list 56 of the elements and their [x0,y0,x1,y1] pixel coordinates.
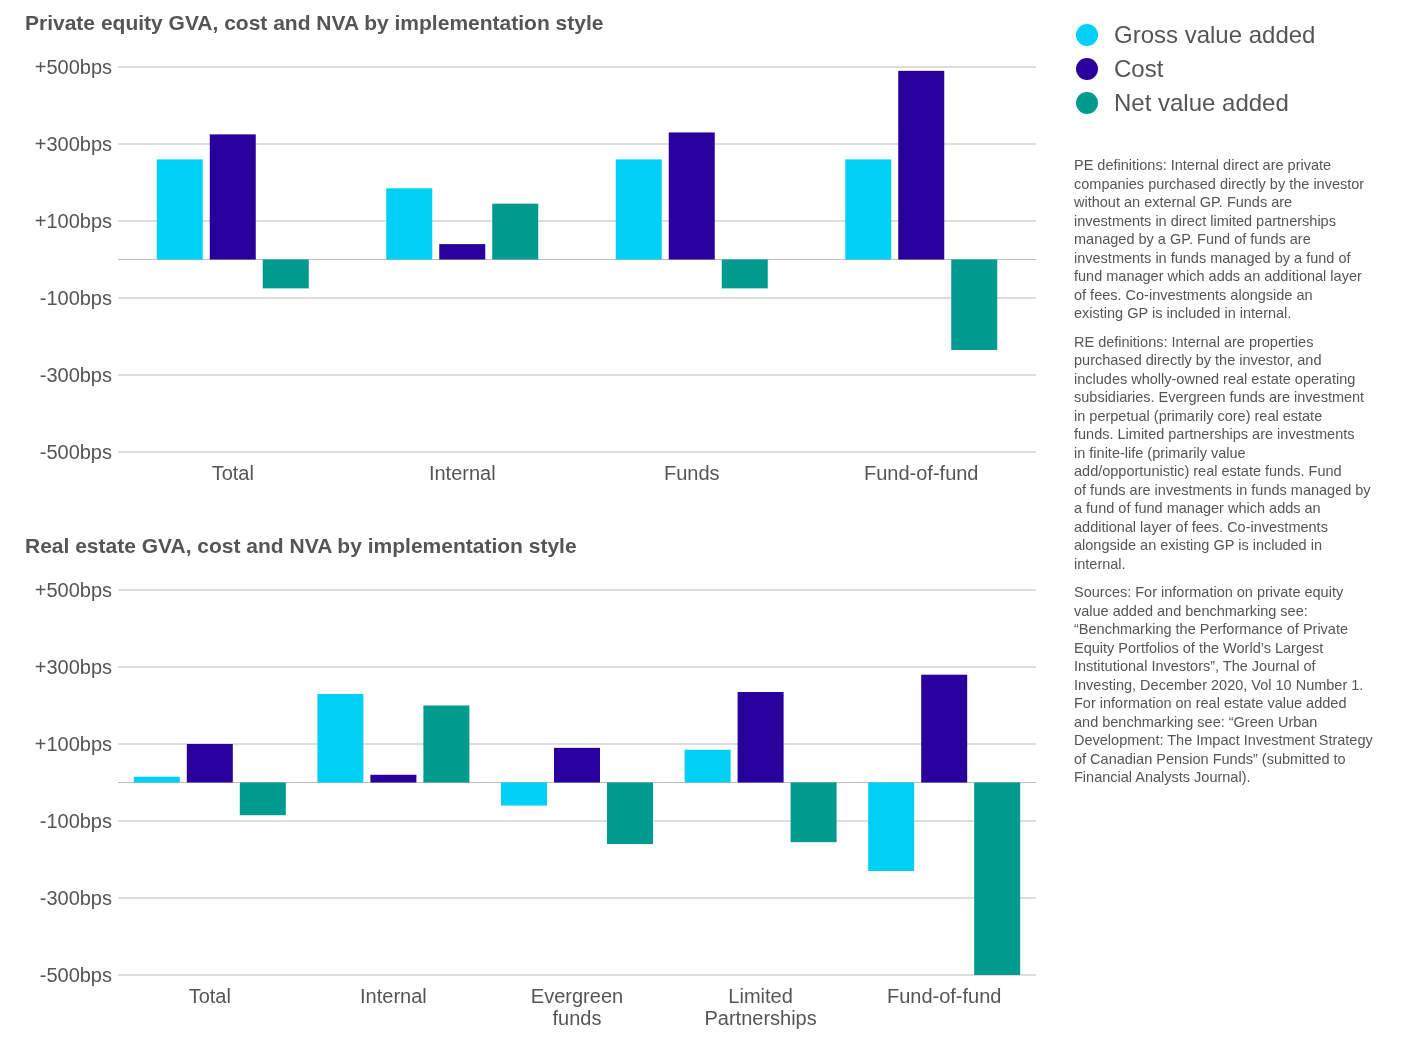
legend-label: Net value added [1114,89,1289,117]
bar [615,159,662,260]
y-tick-label: -300bps [39,887,112,909]
bar [845,159,892,260]
x-tick-label: Internal [360,985,427,1007]
x-tick-label: Limited Partnerships [704,985,817,1029]
x-tick-label: Evergreen funds [530,985,624,1029]
bar [951,259,998,350]
bar [439,244,486,260]
legend-label: Gross value added [1114,21,1316,49]
bar [668,132,715,260]
y-tick-label: -100bps [39,287,112,309]
text: Sources: For information on private equity value added and benchmarking see: “Benchmarking the Performance of Private Equity Portfolios of the World’s Largest Institutional Investors”, The Journal of Investing, December 2020, Vol 10 Number 1. For information on real estate value added and benchmarking see: “Green Urban Development: The Impact Investment Strategy of Canadian Pension Funds” (submitted to Financial Analysts Journal). [1074,584,1373,785]
y-tick-label: +300bps [34,656,112,678]
bar [317,693,364,783]
bar [684,749,731,783]
text: RE definitions: Internal are properties purchased directly by the investor, and includes wholly-owned real estate operating subsidiaries. Evergreen funds are investment in perpetual (primarily core) real estate funds. Limited partnerships are investments in finite-life (primarily value add/opportunistic) real estate funds. Fund of funds are investments in funds managed by a fund of fund manager which adds an additional layer of fees. Co-investments alongside an existing GP is included in internal. [1074,333,1371,572]
y-tick-label: +100bps [34,733,112,755]
bar [370,774,417,783]
text: PE definitions: Internal direct are private companies purchased directly by the investor without an external GP. Funds are investments in direct limited partnerships managed by a GP. Fund of funds are investments in funds managed by a fund of fund manager which adds an additional layer of fees. Co-investments alongside an existing GP is included in internal. [1074,157,1365,321]
y-tick-label: -500bps [39,964,112,986]
bar [921,674,968,783]
x-tick-label: Fund-of-fund [863,462,979,484]
bar [156,159,203,260]
x-tick-label: Total [211,462,254,484]
y-tick-label: +300bps [34,133,112,155]
x-tick-label: Fund-of-fund [886,985,1002,1007]
chart-title: Private equity GVA, cost and NVA by implementation style [25,11,604,34]
bar [239,782,286,816]
y-tick-label: +100bps [34,210,112,232]
chart-title: Real estate GVA, cost and NVA by implementation style [25,534,577,557]
bar [209,134,256,260]
y-tick-label: -300bps [39,364,112,386]
bar [133,776,180,783]
bar [554,747,600,783]
bar [501,782,547,806]
x-tick-label: Total [188,985,231,1007]
x-tick-label: Funds [663,462,720,484]
bar [721,259,768,289]
bar [790,782,837,843]
bar [737,692,784,783]
bar [492,203,539,260]
y-tick-label: -500bps [39,441,112,463]
bar [186,744,233,783]
bar [868,782,915,872]
bar [386,188,433,260]
legend-label: Cost [1114,55,1164,83]
bar [974,782,1021,975]
bar [262,259,309,289]
y-tick-label: +500bps [34,579,112,601]
x-tick-label: Internal [428,462,496,484]
bar [898,70,945,260]
y-tick-label: -100bps [39,810,112,832]
y-tick-label: +500bps [34,56,112,78]
bar [423,705,470,783]
bar [607,782,653,845]
